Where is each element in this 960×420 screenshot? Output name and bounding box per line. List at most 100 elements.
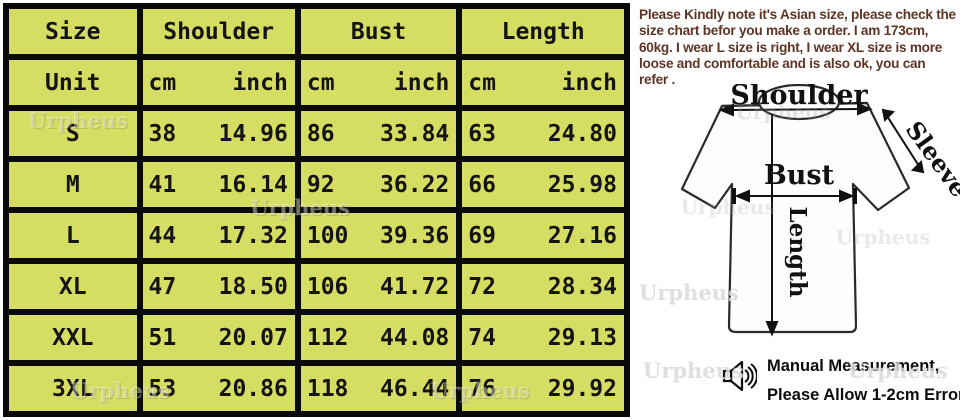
length-cell: 72 28.34: [456, 258, 630, 315]
inch-value: 36.22: [380, 171, 450, 198]
bust-cell: 86 33.84: [294, 105, 463, 162]
inch-value: 29.92: [547, 375, 617, 402]
header-row: Size Shoulder Bust Length: [3, 3, 630, 60]
unit-cm: cm: [148, 69, 177, 96]
unit-cell-shoulder: cm inch: [136, 54, 301, 111]
cm-value: 38: [148, 120, 177, 147]
unit-cm: cm: [306, 69, 335, 96]
size-label: XXL: [3, 309, 143, 366]
shoulder-cell: 47 18.50: [136, 258, 301, 315]
unit-cell-length: cm inch: [456, 54, 630, 111]
table-row-xxl: XXL 51 20.07 112 44.08 74 29.13: [3, 309, 630, 366]
speaker-icon: [722, 360, 757, 392]
cm-value: 63: [468, 120, 496, 147]
table-row-xl: XL 47 18.50 106 41.72 72 28.34: [3, 258, 630, 315]
tshirt-outline: [680, 101, 911, 334]
inch-value: 18.50: [218, 273, 288, 300]
shoulder-cell: 53 20.86: [136, 360, 301, 417]
col-header-size: Size: [3, 3, 143, 60]
disclaimer-line-2: Please Allow 1-2cm Error.: [767, 385, 960, 404]
inch-value: 44.08: [380, 324, 450, 351]
size-note-text: Please Kindly note it's Asian size, plea…: [639, 7, 956, 88]
length-cell: 69 27.16: [456, 207, 630, 264]
length-cell: 76 29.92: [456, 360, 630, 417]
inch-value: 27.16: [547, 222, 617, 249]
cm-value: 86: [306, 120, 335, 147]
cm-value: 72: [468, 273, 496, 300]
size-label: S: [3, 105, 143, 162]
size-table-panel: Size Shoulder Bust Length Unit cm inch c…: [3, 3, 630, 417]
tshirt-measurement-diagram: Shoulder Sleeve Bust Length Urpheus Urph…: [680, 84, 960, 337]
inch-value: 39.36: [380, 222, 450, 249]
watermark: Urpheus: [835, 225, 930, 249]
inch-value: 17.32: [218, 222, 288, 249]
size-label: 3XL: [3, 360, 143, 417]
cm-value: 51: [148, 324, 177, 351]
inch-value: 20.86: [218, 375, 288, 402]
cm-value: 47: [148, 273, 177, 300]
table-row-m: M 41 16.14 92 36.22 66 25.98: [3, 156, 630, 213]
info-panel: Please Kindly note it's Asian size, plea…: [633, 0, 960, 420]
size-label: M: [3, 156, 143, 213]
sleeve-arrow: [881, 108, 925, 174]
unit-cell-bust: cm inch: [294, 54, 463, 111]
measurement-disclaimer: Manual Measurement, Please Allow 1-2cm E…: [721, 352, 960, 410]
length-cell: 74 29.13: [456, 309, 630, 366]
cm-value: 92: [306, 171, 335, 198]
table-row-l: L 44 17.32 100 39.36 69 27.16: [3, 207, 630, 264]
unit-inch: inch: [561, 69, 617, 96]
size-label: L: [3, 207, 143, 264]
inch-value: 24.80: [547, 120, 617, 147]
inch-value: 29.13: [547, 324, 617, 351]
unit-inch: inch: [393, 69, 450, 96]
length-cell: 63 24.80: [456, 105, 630, 162]
bust-cell: 112 44.08: [294, 309, 463, 366]
inch-value: 14.96: [218, 120, 288, 147]
size-label: XL: [3, 258, 143, 315]
bust-arrow: [732, 188, 857, 204]
inch-value: 16.14: [218, 171, 288, 198]
length-label: Length: [784, 207, 811, 298]
inch-value: 28.34: [547, 273, 617, 300]
cm-value: 66: [468, 171, 496, 198]
shoulder-arrow: [718, 102, 873, 117]
inch-value: 33.84: [380, 120, 450, 147]
inch-value: 25.98: [547, 171, 617, 198]
cm-value: 69: [468, 222, 496, 249]
cm-value: 118: [306, 375, 349, 402]
shoulder-cell: 38 14.96: [136, 105, 301, 162]
disclaimer-line-1: Manual Measurement,: [767, 357, 940, 375]
inch-value: 41.72: [380, 273, 450, 300]
table-row-3xl: 3XL 53 20.86 118 46.44 76 29.92: [3, 360, 630, 417]
cm-value: 44: [148, 222, 177, 249]
bust-cell: 92 36.22: [294, 156, 463, 213]
inch-value: 46.44: [380, 375, 450, 402]
shoulder-cell: 44 17.32: [136, 207, 301, 264]
watermark: Urpheus: [735, 100, 830, 124]
bust-cell: 100 39.36: [294, 207, 463, 264]
cm-value: 76: [468, 375, 496, 402]
col-header-shoulder: Shoulder: [136, 3, 301, 60]
cm-value: 53: [148, 375, 177, 402]
unit-row: Unit cm inch cm inch cm inch: [3, 54, 630, 111]
unit-inch: inch: [232, 69, 288, 96]
cm-value: 100: [306, 222, 349, 249]
inch-value: 20.07: [218, 324, 288, 351]
unit-cm: cm: [468, 69, 496, 96]
bust-cell: 118 46.44: [294, 360, 463, 417]
col-header-bust: Bust: [294, 3, 463, 60]
length-arrow: [765, 114, 779, 337]
cm-value: 112: [306, 324, 349, 351]
shoulder-cell: 41 16.14: [136, 156, 301, 213]
cm-value: 74: [468, 324, 496, 351]
table-row-s: S 38 14.96 86 33.84 63 24.80: [3, 105, 630, 162]
length-cell: 66 25.98: [456, 156, 630, 213]
watermark: Urpheus: [680, 195, 775, 219]
col-header-length: Length: [456, 3, 630, 60]
cm-value: 41: [148, 171, 177, 198]
shoulder-cell: 51 20.07: [136, 309, 301, 366]
unit-label-cell: Unit: [3, 54, 143, 111]
bust-label: Bust: [764, 160, 835, 191]
size-table: Size Shoulder Bust Length Unit cm inch c…: [3, 3, 630, 417]
